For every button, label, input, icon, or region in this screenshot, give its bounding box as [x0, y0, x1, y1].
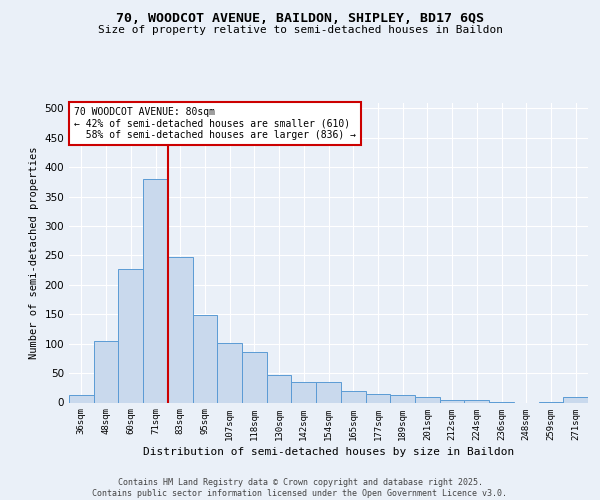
- Bar: [365, 394, 390, 402]
- X-axis label: Distribution of semi-detached houses by size in Baildon: Distribution of semi-detached houses by …: [143, 446, 514, 456]
- Bar: [217, 342, 242, 402]
- Bar: [168, 257, 193, 402]
- Bar: [341, 390, 365, 402]
- Bar: [94, 340, 118, 402]
- Bar: [143, 179, 168, 402]
- Text: Contains HM Land Registry data © Crown copyright and database right 2025.
Contai: Contains HM Land Registry data © Crown c…: [92, 478, 508, 498]
- Y-axis label: Number of semi-detached properties: Number of semi-detached properties: [29, 146, 39, 359]
- Bar: [390, 396, 415, 402]
- Bar: [118, 269, 143, 402]
- Bar: [563, 397, 588, 402]
- Text: 70, WOODCOT AVENUE, BAILDON, SHIPLEY, BD17 6QS: 70, WOODCOT AVENUE, BAILDON, SHIPLEY, BD…: [116, 12, 484, 26]
- Bar: [267, 375, 292, 402]
- Bar: [440, 400, 464, 402]
- Bar: [193, 316, 217, 402]
- Bar: [415, 396, 440, 402]
- Bar: [316, 382, 341, 402]
- Bar: [292, 382, 316, 402]
- Text: Size of property relative to semi-detached houses in Baildon: Size of property relative to semi-detach…: [97, 25, 503, 35]
- Text: 70 WOODCOT AVENUE: 80sqm
← 42% of semi-detached houses are smaller (610)
  58% o: 70 WOODCOT AVENUE: 80sqm ← 42% of semi-d…: [74, 107, 356, 140]
- Bar: [464, 400, 489, 402]
- Bar: [69, 396, 94, 402]
- Bar: [242, 352, 267, 403]
